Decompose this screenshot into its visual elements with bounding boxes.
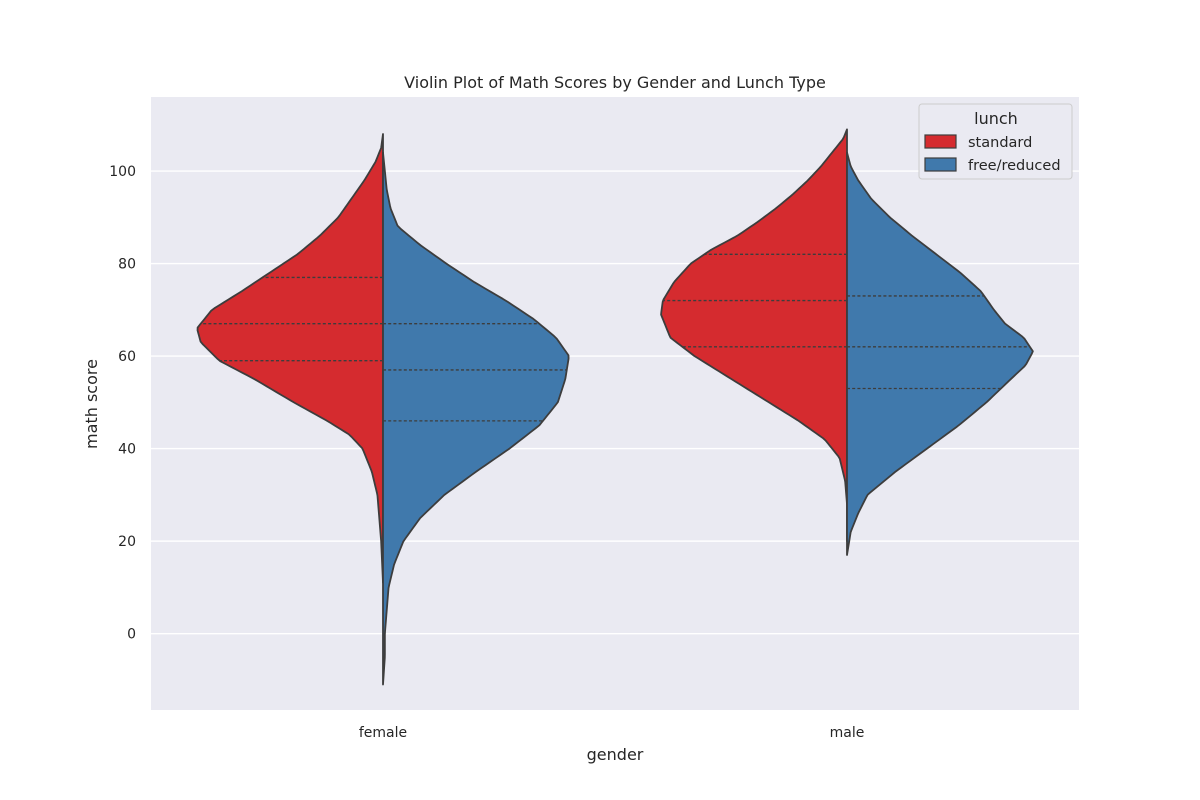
legend-title: lunch bbox=[974, 109, 1018, 128]
x-axis-label: gender bbox=[587, 745, 644, 764]
y-tick-labels: 0 20 40 60 80 100 bbox=[109, 164, 136, 643]
legend: lunch standard free/reduced bbox=[918, 103, 1073, 180]
violin-female-free-reduced bbox=[382, 151, 570, 686]
y-tick-label-20: 20 bbox=[118, 534, 136, 550]
x-tick-labels: female male bbox=[359, 725, 865, 741]
x-tick-label-female: female bbox=[359, 725, 407, 741]
legend-label-standard: standard bbox=[968, 135, 1032, 151]
x-tick-label-male: male bbox=[830, 725, 865, 741]
y-tick-label-100: 100 bbox=[109, 164, 136, 180]
y-tick-label-80: 80 bbox=[118, 257, 136, 273]
y-tick-label-40: 40 bbox=[118, 442, 136, 458]
y-tick-label-60: 60 bbox=[118, 349, 136, 365]
chart-title: Violin Plot of Math Scores by Gender and… bbox=[404, 73, 826, 92]
legend-label-free-reduced: free/reduced bbox=[968, 158, 1061, 174]
violin-male-standard bbox=[660, 128, 848, 543]
violins bbox=[196, 128, 1034, 686]
legend-box bbox=[918, 103, 1073, 180]
y-tick-label-0: 0 bbox=[127, 627, 136, 643]
legend-swatch-free-reduced bbox=[924, 157, 957, 172]
y-axis-label: math score bbox=[82, 359, 101, 449]
legend-swatch-standard bbox=[924, 134, 957, 149]
violin-male-free-reduced bbox=[846, 151, 1034, 556]
violin-female-standard bbox=[196, 133, 384, 584]
